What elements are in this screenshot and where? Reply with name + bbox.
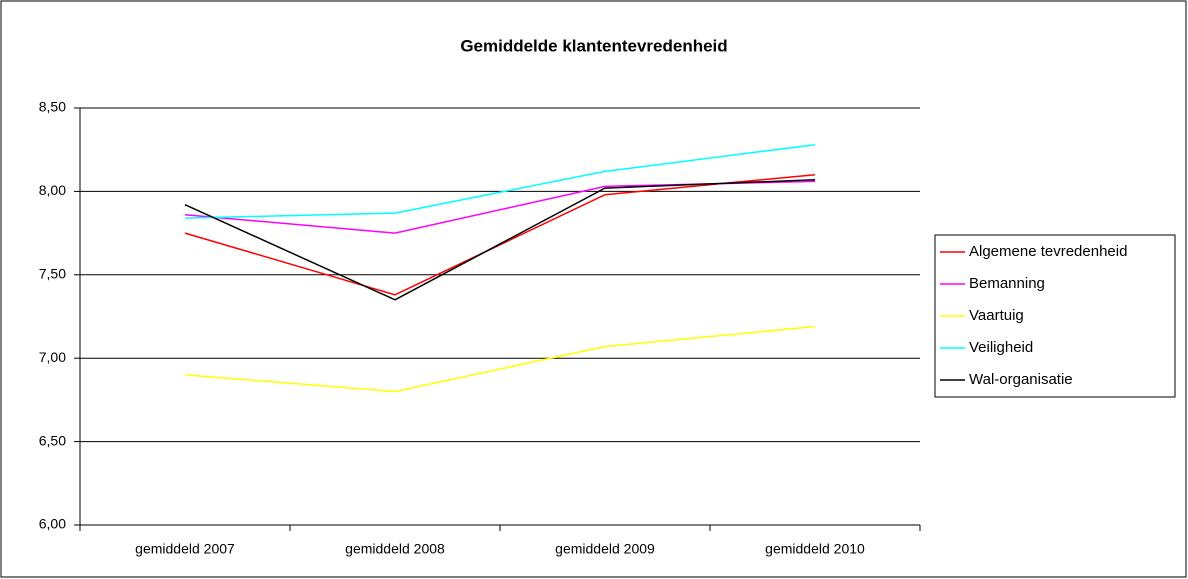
chart-title: Gemiddelde klantentevredenheid <box>460 36 727 55</box>
legend-label: Algemene tevredenheid <box>969 243 1127 260</box>
y-tick-label: 7,00 <box>39 349 66 365</box>
y-tick-label: 8,00 <box>39 182 66 198</box>
series-line <box>184 178 816 301</box>
y-tick-label: 8,50 <box>39 99 66 115</box>
x-tick-label: gemiddeld 2007 <box>135 541 235 557</box>
legend-label: Vaartuig <box>969 307 1024 324</box>
y-tick-label: 6,50 <box>39 432 66 448</box>
legend-label: Bemanning <box>969 275 1045 292</box>
y-tick-label: 7,50 <box>39 266 66 282</box>
x-tick-label: gemiddeld 2010 <box>765 541 865 557</box>
y-tick-label: 6,00 <box>39 516 66 532</box>
legend-box <box>934 234 1176 398</box>
series-line <box>184 143 816 219</box>
legend-label: Veiligheid <box>969 339 1033 356</box>
x-tick-label: gemiddeld 2008 <box>345 541 445 557</box>
x-tick-label: gemiddeld 2009 <box>555 541 655 557</box>
series-line <box>184 325 816 393</box>
legend-label: Wal-organisatie <box>969 371 1073 388</box>
